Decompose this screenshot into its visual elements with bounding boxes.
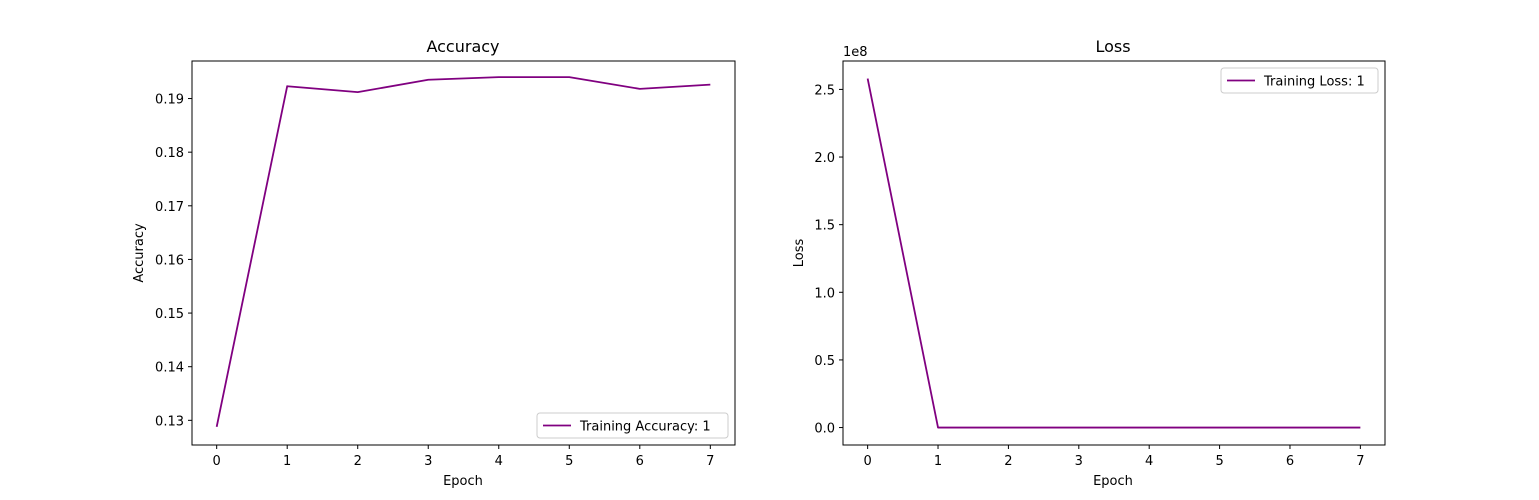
loss-title: Loss (1095, 37, 1130, 56)
loss-axes-frame (842, 60, 1386, 446)
accuracy-x-tick-label-1: 1 (283, 454, 291, 469)
loss-legend-box (1220, 67, 1379, 94)
accuracy-y-tick-label-1: 0.14 (155, 361, 184, 376)
accuracy-x-tick-label-4: 4 (495, 454, 503, 469)
loss-y-tick-label-5: 2.5 (814, 83, 835, 98)
accuracy-y-tick-label-3: 0.16 (155, 253, 184, 268)
accuracy-legend-label: Training Accuracy: 1 (579, 420, 711, 435)
accuracy-y-tick-label-4: 0.17 (155, 200, 184, 215)
accuracy-y-tick-label-6: 0.19 (155, 93, 184, 108)
loss-x-tick-label-2: 2 (1004, 454, 1012, 469)
loss-series-line-0 (866, 78, 1361, 429)
accuracy-title: Accuracy (426, 37, 499, 56)
accuracy-plot-area: 0 1 2 3 4 5 6 7 0.13 0.14 0.15 0.16 0.17 0.18 0.19 Trai… (155, 60, 736, 469)
loss-y-tick-label-0: 0.0 (814, 422, 835, 437)
loss-x-tick-label-4: 4 (1145, 454, 1153, 469)
accuracy-x-tick-label-5: 5 (565, 454, 573, 469)
accuracy-subplot: Accuracy Epoch Accuracy 0 1 2 3 4 5 6 7 0.13 0.14… (132, 37, 736, 489)
accuracy-x-tick-label-6: 6 (636, 454, 644, 469)
accuracy-x-tick-label-2: 2 (354, 454, 362, 469)
accuracy-y-tick-label-5: 0.18 (155, 146, 184, 161)
accuracy-series-line-0 (215, 76, 711, 427)
accuracy-y-axis-label: Accuracy (132, 223, 147, 283)
loss-y-offset-text: 1e8 (843, 45, 868, 60)
loss-legend: Training Loss: 1 (1220, 67, 1379, 94)
accuracy-legend: Training Accuracy: 1 (536, 412, 729, 439)
loss-y-tick-label-4: 2.0 (814, 151, 835, 166)
loss-x-tick-label-7: 7 (1356, 454, 1364, 469)
accuracy-axes-frame (191, 60, 736, 446)
accuracy-x-axis-label: Epoch (443, 474, 483, 489)
loss-y-tick-label-3: 1.5 (814, 219, 835, 234)
loss-x-axis-label: Epoch (1093, 474, 1133, 489)
accuracy-x-tick-label-0: 0 (213, 454, 221, 469)
loss-x-tick-label-6: 6 (1286, 454, 1294, 469)
accuracy-x-tick-label-3: 3 (424, 454, 432, 469)
loss-plot-area: 0 1 2 3 4 5 6 7 0.0 0.5 1.0 1.5 2.0 2.5 Training Loss:… (814, 60, 1386, 469)
loss-y-tick-label-1: 0.5 (814, 354, 835, 369)
loss-subplot: Loss Epoch Loss 1e8 0 1 2 3 4 5 6 7 0.0 0.5 1.0 1.5… (792, 37, 1386, 489)
loss-x-tick-label-3: 3 (1075, 454, 1083, 469)
loss-x-tick-label-0: 0 (863, 454, 871, 469)
accuracy-y-tick-label-0: 0.13 (155, 414, 184, 429)
loss-y-tick-label-2: 1.0 (814, 286, 835, 301)
loss-x-tick-label-5: 5 (1215, 454, 1223, 469)
loss-legend-label: Training Loss: 1 (1263, 75, 1365, 90)
accuracy-x-tick-label-7: 7 (706, 454, 714, 469)
loss-y-axis-label: Loss (792, 239, 807, 268)
accuracy-y-tick-label-2: 0.15 (155, 307, 184, 322)
loss-x-tick-label-1: 1 (934, 454, 942, 469)
accuracy-legend-box (536, 412, 729, 439)
